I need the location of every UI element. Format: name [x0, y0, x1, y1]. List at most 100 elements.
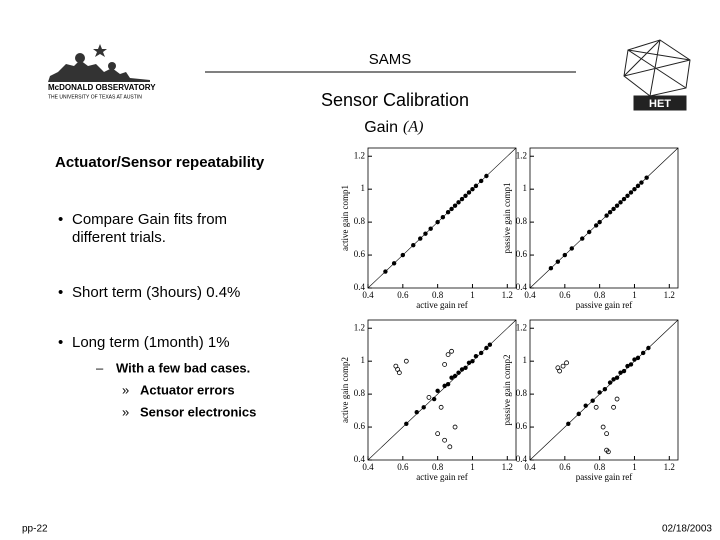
page-number: pp-22	[22, 524, 48, 535]
point	[431, 396, 437, 402]
x-tick-label: 0.8	[594, 462, 606, 472]
y-axis-label: active gain comp2	[340, 357, 350, 423]
point	[587, 229, 592, 235]
y-tick-label: 0.8	[516, 216, 528, 226]
point	[614, 203, 620, 208]
bullet-text: Long term (1month) 1%	[72, 334, 230, 351]
outlier-point	[560, 363, 566, 369]
bullet-marker: •	[58, 211, 63, 228]
x-axis-label: active gain ref	[416, 300, 467, 310]
y-tick-label: 1	[523, 355, 528, 365]
point	[635, 355, 641, 361]
slide-title: SAMS	[369, 51, 412, 68]
observatory-name: McDONALD OBSERVATORY	[48, 83, 156, 92]
date: 02/18/2003	[662, 524, 712, 535]
outlier-point	[614, 396, 620, 402]
point	[611, 206, 616, 212]
point	[487, 342, 493, 347]
university-name: THE UNIVERSITY OF TEXAS AT AUSTIN	[48, 94, 142, 100]
body-heading: Actuator/Sensor repeatability	[55, 154, 265, 171]
point	[452, 373, 458, 379]
point	[614, 375, 620, 380]
point	[562, 252, 568, 258]
point	[414, 410, 419, 415]
point	[555, 259, 561, 264]
point	[411, 242, 416, 248]
y-tick-label: 0.4	[516, 454, 528, 464]
point	[400, 252, 406, 258]
point	[632, 186, 637, 192]
y-tick-label: 0.8	[516, 388, 528, 398]
outlier-point	[604, 431, 610, 437]
point	[628, 362, 634, 367]
y-tick-label: 1.2	[354, 150, 365, 160]
point	[632, 357, 637, 362]
x-axis-label: passive gain ref	[576, 472, 632, 482]
sub-marker: –	[96, 360, 104, 375]
y-tick-label: 1.2	[516, 150, 527, 160]
point	[435, 219, 440, 225]
section-symbol: (A)	[403, 119, 423, 136]
x-tick-label: 0.4	[524, 290, 536, 300]
section-title: Gain	[364, 119, 398, 136]
point	[618, 370, 623, 375]
point	[473, 354, 479, 359]
point	[566, 421, 571, 426]
x-tick-label: 0.8	[432, 290, 444, 300]
point	[628, 190, 634, 195]
y-tick-label: 0.6	[516, 249, 528, 259]
sub-sub-text: Actuator errors	[140, 382, 235, 397]
point	[597, 219, 602, 225]
point	[463, 193, 468, 198]
point	[646, 345, 651, 351]
x-tick-label: 1.2	[502, 290, 513, 300]
point	[580, 236, 585, 241]
point	[590, 398, 595, 403]
x-tick-label: 1.2	[664, 290, 675, 300]
outlier-point	[447, 444, 453, 450]
point	[473, 183, 479, 189]
x-tick-label: 0.4	[362, 462, 374, 472]
outlier-point	[445, 352, 451, 357]
sub-bullet-text: With a few bad cases.	[116, 360, 250, 375]
bullet-text: different trials.	[72, 229, 166, 246]
y-tick-label: 0.6	[354, 421, 366, 431]
y-tick-label: 1.2	[516, 322, 527, 332]
x-tick-label: 0.6	[559, 462, 571, 472]
x-tick-label: 1	[470, 462, 475, 472]
point	[456, 200, 461, 205]
x-tick-label: 1	[470, 290, 475, 300]
point	[639, 180, 644, 185]
point	[445, 382, 451, 387]
point	[404, 421, 409, 426]
point	[463, 365, 468, 370]
point	[449, 375, 454, 380]
sub-sub-marker: »	[122, 382, 129, 397]
plot: 0.4 0.6 0.8 1 1.2 0.4 0.6 0.8 1 1.2 active gain re…	[340, 147, 517, 310]
outlier-point	[449, 348, 454, 354]
y-axis-label: passive gain comp1	[502, 183, 512, 254]
point	[635, 183, 641, 189]
x-tick-label: 0.4	[524, 462, 536, 472]
x-tick-label: 1	[632, 290, 637, 300]
point	[569, 246, 574, 251]
y-tick-label: 0.8	[354, 216, 366, 226]
y-tick-label: 0.4	[354, 454, 366, 464]
outlier-point	[557, 368, 562, 374]
point	[611, 377, 616, 382]
point	[470, 186, 475, 192]
point	[442, 383, 447, 389]
x-axis-label: active gain ref	[416, 472, 467, 482]
point	[478, 178, 484, 184]
point	[621, 196, 627, 202]
point	[618, 200, 623, 205]
outlier-point	[564, 360, 569, 366]
x-tick-label: 0.6	[559, 290, 571, 300]
y-axis-label: active gain comp1	[340, 185, 350, 251]
point	[459, 196, 465, 202]
plot-frame	[529, 319, 679, 461]
x-tick-label: 1.2	[502, 462, 513, 472]
outlier-point	[403, 358, 409, 364]
